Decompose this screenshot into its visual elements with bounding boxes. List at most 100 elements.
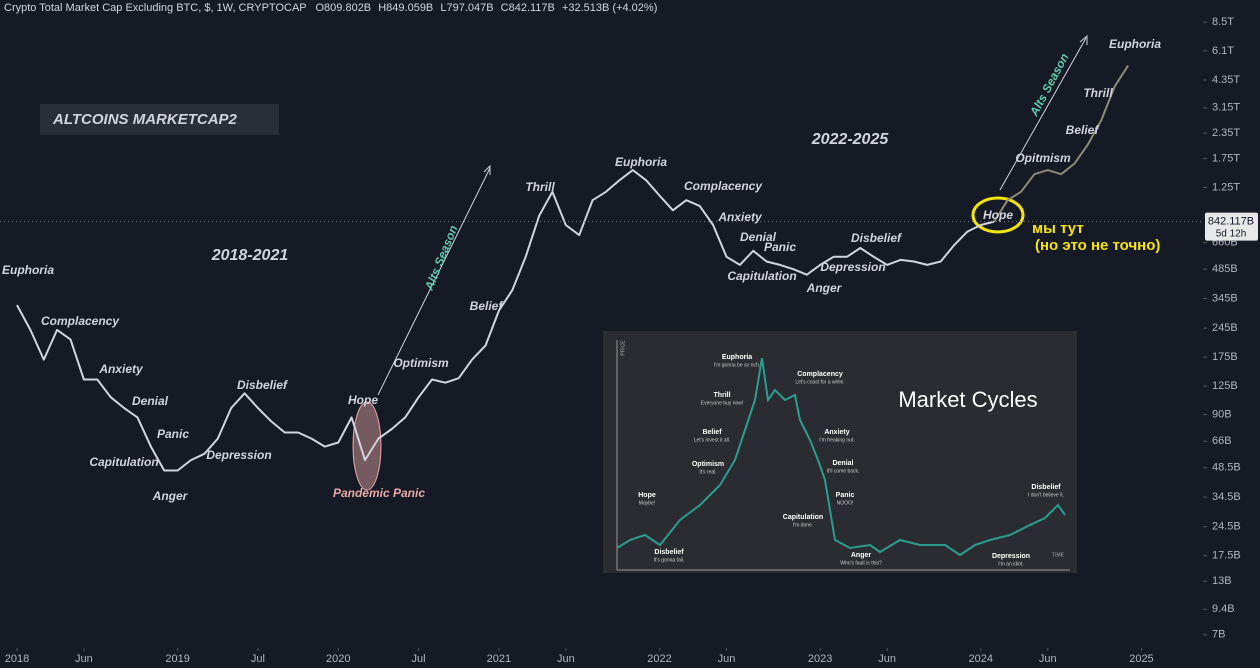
ohlc-value: 849.059B xyxy=(386,2,433,14)
arrow xyxy=(999,37,1087,191)
annotation: Pandemic Panic xyxy=(333,486,425,500)
annotation: Panic xyxy=(764,240,796,254)
annotation: Complacency xyxy=(684,179,763,193)
annotation: Opitmism xyxy=(1015,151,1071,165)
annotation: Euphoria xyxy=(615,155,667,169)
inset-phase: Thrill xyxy=(713,392,730,399)
ohlc-value: 809.802B xyxy=(324,2,371,14)
badge-box xyxy=(40,104,279,135)
annotation: Hope xyxy=(348,393,378,407)
y-tick-label: 2.35T xyxy=(1212,127,1240,139)
price-tag xyxy=(1205,212,1258,241)
annotation: (но это не точно) xyxy=(1035,237,1160,254)
inset-phase-note: It's real. xyxy=(699,469,716,475)
inset-phase-note: NOOO! xyxy=(837,500,854,506)
ohlc-label: O xyxy=(315,2,324,14)
inset-phase: Euphoria xyxy=(722,354,752,361)
annotation: Belief xyxy=(1066,123,1100,137)
inset-phase-note: I'm done. xyxy=(793,522,813,528)
x-tick-label: 2024 xyxy=(969,653,993,665)
annotation: Denial xyxy=(740,230,777,244)
x-tick-label: Jun xyxy=(75,653,93,665)
ohlc-value: 797.047B xyxy=(446,2,493,14)
inset-phase: Panic xyxy=(836,492,855,499)
inset-x-label: TIME xyxy=(1052,552,1065,558)
inset-phase: Belief xyxy=(702,429,722,436)
annotation: Depression xyxy=(206,448,271,462)
y-tick-label: 3.15T xyxy=(1212,102,1240,114)
annotation: Thrill xyxy=(1083,86,1113,100)
inset-phase-note: It'll come back. xyxy=(827,468,860,474)
inset-phase-note: Maybe! xyxy=(639,500,655,506)
annotation: Anxiety xyxy=(717,210,763,224)
x-tick-label: 2020 xyxy=(326,653,350,665)
inset-phase-note: I'm an idiot. xyxy=(998,561,1023,567)
y-tick-label: 9.4B xyxy=(1212,603,1235,615)
inset-phase-note: Let's invest it all. xyxy=(694,437,731,443)
inset-title: Market Cycles xyxy=(898,387,1037,412)
arrow xyxy=(377,167,491,396)
x-tick-label: 2023 xyxy=(808,653,832,665)
y-tick-label: 24.5B xyxy=(1212,521,1241,533)
highlight-ellipse xyxy=(352,401,382,491)
annotation: Hope xyxy=(983,208,1013,222)
x-tick-label: 2018 xyxy=(5,653,29,665)
x-tick-label: 2025 xyxy=(1129,653,1153,665)
annotation: Capitulation xyxy=(727,269,796,283)
y-tick-label: 7B xyxy=(1212,629,1225,641)
annotation: Anger xyxy=(806,281,843,295)
ohlc-label: L xyxy=(440,2,446,14)
y-tick-label: 66B xyxy=(1212,435,1232,447)
y-tick-label: 90B xyxy=(1212,408,1232,420)
inset-phase-note: Everyone buy now! xyxy=(701,400,744,406)
inset-phase: Hope xyxy=(638,492,656,499)
y-tick-label: 4.35T xyxy=(1212,74,1240,86)
annotation: Disbelief xyxy=(237,378,288,392)
x-tick-label: Jun xyxy=(878,653,896,665)
inset-phase: Disbelief xyxy=(654,549,684,556)
y-tick-label: 125B xyxy=(1212,380,1238,392)
inset-phase: Anxiety xyxy=(824,429,849,436)
badge: ALTCOINS MARKETCAP2 xyxy=(52,111,238,128)
y-tick-label: 48.5B xyxy=(1212,462,1241,474)
annotation: Capitulation xyxy=(89,455,158,469)
y-tick-label: 345B xyxy=(1212,292,1238,304)
price-line xyxy=(993,65,1129,223)
y-tick-label: 13B xyxy=(1212,575,1232,587)
inset-y-label: PRICE xyxy=(620,340,626,356)
x-tick-label: 2019 xyxy=(165,653,189,665)
y-tick-label: 1.75T xyxy=(1212,152,1240,164)
x-tick-label: Jun xyxy=(718,653,736,665)
annotation: Anger xyxy=(152,489,189,503)
inset-background xyxy=(603,331,1077,573)
arrow-head xyxy=(1079,34,1088,45)
annotation: Optimism xyxy=(393,356,449,370)
inset-phase-note: I'm gonna be so rich. xyxy=(714,362,760,368)
inset-phase: Disbelief xyxy=(1031,484,1061,491)
x-tick-label: 2021 xyxy=(487,653,511,665)
price-change: +32.513B (+4.02%) xyxy=(562,2,657,14)
x-tick-label: 2022 xyxy=(647,653,671,665)
inset-phase-note: It's gonna fail. xyxy=(654,557,685,563)
y-tick-label: 34.5B xyxy=(1212,491,1241,503)
y-tick-label: 17.5B xyxy=(1212,550,1241,562)
annotation: Depression xyxy=(820,260,885,274)
x-tick-label: Jul xyxy=(412,653,426,665)
inset-phase: Complacency xyxy=(797,371,843,378)
price-line xyxy=(16,169,995,472)
y-tick-label: 245B xyxy=(1212,322,1238,334)
header: Crypto Total Market Cap Excluding BTC, $… xyxy=(4,2,657,14)
countdown: 5d 12h xyxy=(1216,228,1247,239)
inset-phase-note: Who's fault is this? xyxy=(840,560,882,566)
highlight-circle xyxy=(971,196,1025,234)
inset-phase: Optimism xyxy=(692,461,724,468)
annotation: Complacency xyxy=(41,314,120,328)
annotation: Euphoria xyxy=(2,263,54,277)
annotation: Anxiety xyxy=(98,362,144,376)
y-tick-label: 8.5T xyxy=(1212,16,1234,28)
annotation: Euphoria xyxy=(1109,37,1161,51)
annotation: 2022-2025 xyxy=(811,131,890,148)
inset-phase: Anger xyxy=(851,552,872,559)
annotation: Thrill xyxy=(525,180,555,194)
